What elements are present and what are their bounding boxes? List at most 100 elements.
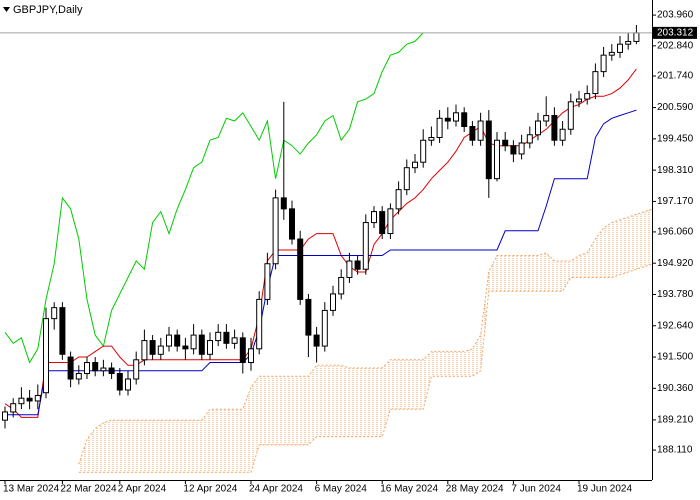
candle-body bbox=[223, 331, 230, 344]
candle-body bbox=[215, 331, 222, 342]
y-tick-label: 200.590 bbox=[657, 102, 694, 113]
y-tick-label: 199.450 bbox=[657, 134, 694, 145]
candle-body bbox=[559, 128, 566, 141]
y-tick-label: 196.060 bbox=[657, 227, 694, 238]
candle-body bbox=[18, 397, 25, 405]
last-price-label: 203.312 bbox=[657, 28, 694, 39]
candle-body bbox=[248, 348, 254, 364]
candle-body bbox=[494, 139, 500, 180]
candle-body bbox=[264, 263, 271, 300]
indicator-line bbox=[4, 32, 424, 364]
candle-body bbox=[231, 337, 238, 344]
candle-body bbox=[59, 307, 66, 355]
candle-body bbox=[330, 293, 336, 311]
candle-body bbox=[510, 145, 517, 155]
span-b-line bbox=[78, 263, 652, 473]
candle-body bbox=[174, 334, 181, 347]
x-tick-label: 12 Apr 2024 bbox=[183, 484, 237, 495]
candle-body bbox=[51, 307, 58, 320]
candle-body bbox=[403, 167, 410, 191]
candle-body bbox=[338, 276, 345, 295]
plot-area bbox=[2, 24, 652, 473]
candle-body bbox=[239, 337, 246, 364]
candle-body bbox=[633, 32, 640, 42]
candle-body bbox=[100, 367, 107, 372]
candle-body bbox=[387, 208, 394, 235]
candle-body bbox=[592, 71, 599, 95]
candle-body bbox=[116, 373, 123, 391]
y-tick-label: 193.780 bbox=[657, 289, 694, 300]
candle-body bbox=[182, 345, 189, 350]
candle-body bbox=[608, 51, 615, 56]
candle-body bbox=[313, 334, 320, 347]
candle-body bbox=[371, 211, 377, 224]
candle-body bbox=[289, 208, 295, 240]
candle-body bbox=[584, 93, 591, 100]
x-tick-label: 6 May 2024 bbox=[315, 484, 368, 495]
y-tick-label: 191.500 bbox=[657, 352, 694, 363]
x-tick-label: 28 May 2024 bbox=[446, 484, 504, 495]
candle-body bbox=[600, 54, 607, 73]
candle-body bbox=[321, 309, 328, 347]
candle-body bbox=[477, 120, 484, 141]
x-tick-label: 16 May 2024 bbox=[380, 484, 438, 495]
candle-body bbox=[149, 340, 156, 355]
y-tick-label: 202.840 bbox=[657, 40, 694, 51]
last-price-box bbox=[653, 26, 697, 39]
candle-body bbox=[346, 260, 353, 278]
candle-body bbox=[551, 115, 558, 141]
candle-body bbox=[198, 334, 205, 355]
candle-body bbox=[297, 238, 304, 300]
candle-body bbox=[436, 117, 443, 138]
candle-body bbox=[576, 98, 582, 103]
candle-body bbox=[543, 115, 550, 122]
candle-body bbox=[272, 197, 279, 265]
candle-body bbox=[444, 117, 451, 122]
candle-body bbox=[84, 362, 90, 375]
candle-body bbox=[625, 40, 632, 45]
menu-triangle bbox=[3, 7, 10, 12]
x-tick-label: 22 Mar 2024 bbox=[60, 484, 117, 495]
candle-body bbox=[256, 298, 263, 350]
candle-body bbox=[10, 403, 17, 413]
candle-body bbox=[567, 101, 574, 130]
candle-body bbox=[526, 134, 533, 144]
candle-body bbox=[43, 318, 49, 394]
candle-body bbox=[354, 260, 361, 270]
candle-body bbox=[67, 356, 74, 380]
candle-body bbox=[75, 373, 82, 380]
candle-body bbox=[485, 120, 492, 180]
candle-body bbox=[2, 411, 8, 421]
candle-body bbox=[461, 112, 468, 128]
candle-body bbox=[428, 136, 435, 141]
y-tick-label: 192.640 bbox=[657, 320, 694, 331]
y-tick-label: 198.310 bbox=[657, 165, 694, 176]
candle-body bbox=[502, 139, 509, 147]
candle-body bbox=[617, 43, 623, 53]
candle-body bbox=[141, 340, 148, 361]
y-tick-label: 197.170 bbox=[657, 196, 694, 207]
chart-title: GBPJPY,Daily bbox=[13, 4, 83, 16]
candle-body bbox=[518, 142, 525, 155]
candle-body bbox=[157, 345, 164, 355]
y-tick-label: 188.110 bbox=[657, 445, 693, 456]
cloud-fill bbox=[78, 209, 652, 473]
candle-body bbox=[166, 334, 172, 347]
candle-body bbox=[26, 397, 33, 402]
candle-body bbox=[108, 367, 115, 375]
x-tick-label: 2 Apr 2024 bbox=[118, 484, 167, 495]
candle-body bbox=[535, 120, 541, 136]
y-tick-label: 194.920 bbox=[657, 258, 694, 269]
candle-body bbox=[125, 378, 131, 391]
candle-body bbox=[305, 298, 312, 336]
y-tick-label: 201.740 bbox=[657, 71, 694, 82]
candle-body bbox=[395, 189, 402, 210]
candle-body bbox=[133, 359, 140, 380]
span-a-line bbox=[78, 208, 652, 465]
candle-body bbox=[92, 362, 99, 372]
y-tick-label: 190.360 bbox=[657, 383, 694, 394]
candle-body bbox=[34, 394, 41, 402]
candle-body bbox=[280, 197, 287, 210]
x-tick-label: 7 Jun 2024 bbox=[511, 484, 561, 495]
